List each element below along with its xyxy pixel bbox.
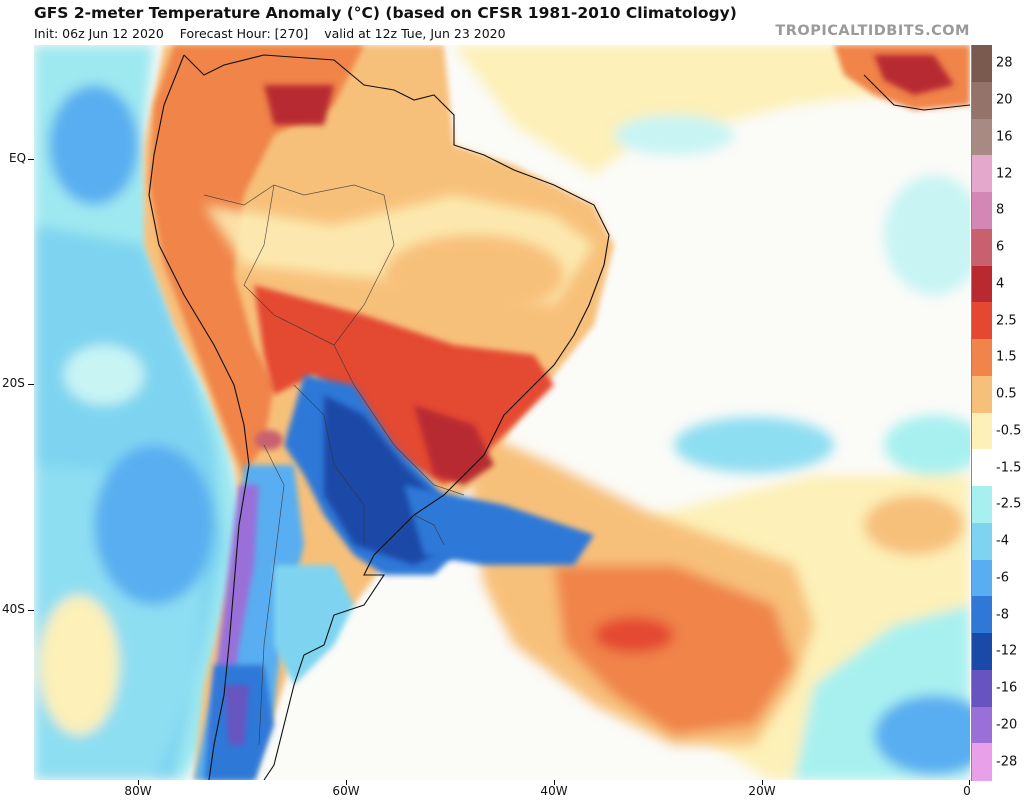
legend-label: 12	[996, 166, 1013, 182]
legend-swatch	[971, 706, 992, 744]
legend-swatch	[971, 228, 992, 266]
coastlines	[148, 54, 970, 780]
lat-tick-eq	[28, 159, 34, 160]
legend-swatch	[971, 81, 992, 119]
map-canvas	[34, 45, 970, 780]
legend-swatch	[971, 45, 992, 83]
legend-label: 2.5	[996, 313, 1017, 329]
south-atlantic-warm-plume	[464, 425, 814, 745]
legend-label: 0.5	[996, 386, 1017, 402]
legend-label: -0.5	[996, 423, 1022, 439]
temperature-anomaly-map	[34, 45, 970, 780]
legend-label: 4	[996, 276, 1005, 292]
lat-tick-40s	[28, 610, 34, 611]
lon-tick-40w	[554, 780, 555, 785]
lat-label-20s: 20S	[2, 376, 25, 390]
legend-swatch	[971, 669, 992, 707]
lon-tick-0	[969, 780, 970, 785]
legend-label: 6	[996, 239, 1005, 255]
legend-swatch	[971, 522, 992, 560]
lat-label-40s: 40S	[2, 602, 25, 616]
lon-tick-80w	[138, 780, 139, 785]
lon-label-20w: 20W	[748, 784, 776, 798]
legend-label: 1.5	[996, 349, 1017, 365]
legend-swatch	[971, 633, 992, 671]
lon-label-0: 0	[963, 784, 971, 798]
south-america-landmass	[144, 45, 614, 780]
legend-swatch	[971, 375, 992, 413]
legend-swatch	[971, 302, 992, 340]
legend-label: 16	[996, 129, 1013, 145]
legend-label: -12	[996, 643, 1018, 659]
legend-swatch	[971, 192, 992, 230]
legend-swatch	[971, 412, 992, 450]
forecast-hour: Forecast Hour: [270]	[179, 26, 309, 41]
legend-label: 20	[996, 92, 1013, 108]
legend-label: -6	[996, 570, 1009, 586]
valid-time: valid at 12z Tue, Jun 23 2020	[324, 26, 506, 41]
map-subtitle: Init: 06z Jun 12 2020 Forecast Hour: [27…	[34, 26, 506, 41]
legend-label: -4	[996, 533, 1009, 549]
legend-swatch	[971, 265, 992, 303]
legend-label: 8	[996, 202, 1005, 218]
map-title: GFS 2-meter Temperature Anomaly (°C) (ba…	[34, 4, 737, 22]
legend-label: -2.5	[996, 496, 1022, 512]
legend-swatch	[971, 155, 992, 193]
legend-swatch	[971, 559, 992, 597]
lon-tick-20w	[762, 780, 763, 785]
init-time: Init: 06z Jun 12 2020	[34, 26, 164, 41]
lat-tick-20s	[28, 384, 34, 385]
legend-swatch	[971, 339, 992, 377]
legend-label: -20	[996, 717, 1018, 733]
legend-label: -16	[996, 680, 1018, 696]
legend-swatch	[971, 449, 992, 487]
legend-swatch	[971, 486, 992, 524]
legend-label: -8	[996, 607, 1009, 623]
country-borders	[203, 184, 465, 746]
pacific-cool-anomaly	[34, 45, 244, 780]
brand-watermark: TROPICALTIDBITS.COM	[775, 23, 970, 39]
legend-label: 28	[996, 55, 1013, 71]
legend-swatch	[971, 596, 992, 634]
legend-swatch	[971, 118, 992, 156]
lon-tick-60w	[346, 780, 347, 785]
color-legend: 28 20 16 12 8 6 4 2.5 1.5 0.5 -0.5 -1.5 -2.5 -4 -6 -8 -1…	[970, 45, 1024, 781]
lon-label-80w: 80W	[124, 784, 152, 798]
lat-label-eq: EQ	[9, 151, 27, 165]
africa-landmass	[834, 45, 970, 110]
legend-label: -1.5	[996, 460, 1022, 476]
lon-label-60w: 60W	[332, 784, 360, 798]
legend-swatch	[971, 743, 992, 781]
lon-label-40w: 40W	[540, 784, 568, 798]
legend-label: -28	[996, 754, 1018, 770]
